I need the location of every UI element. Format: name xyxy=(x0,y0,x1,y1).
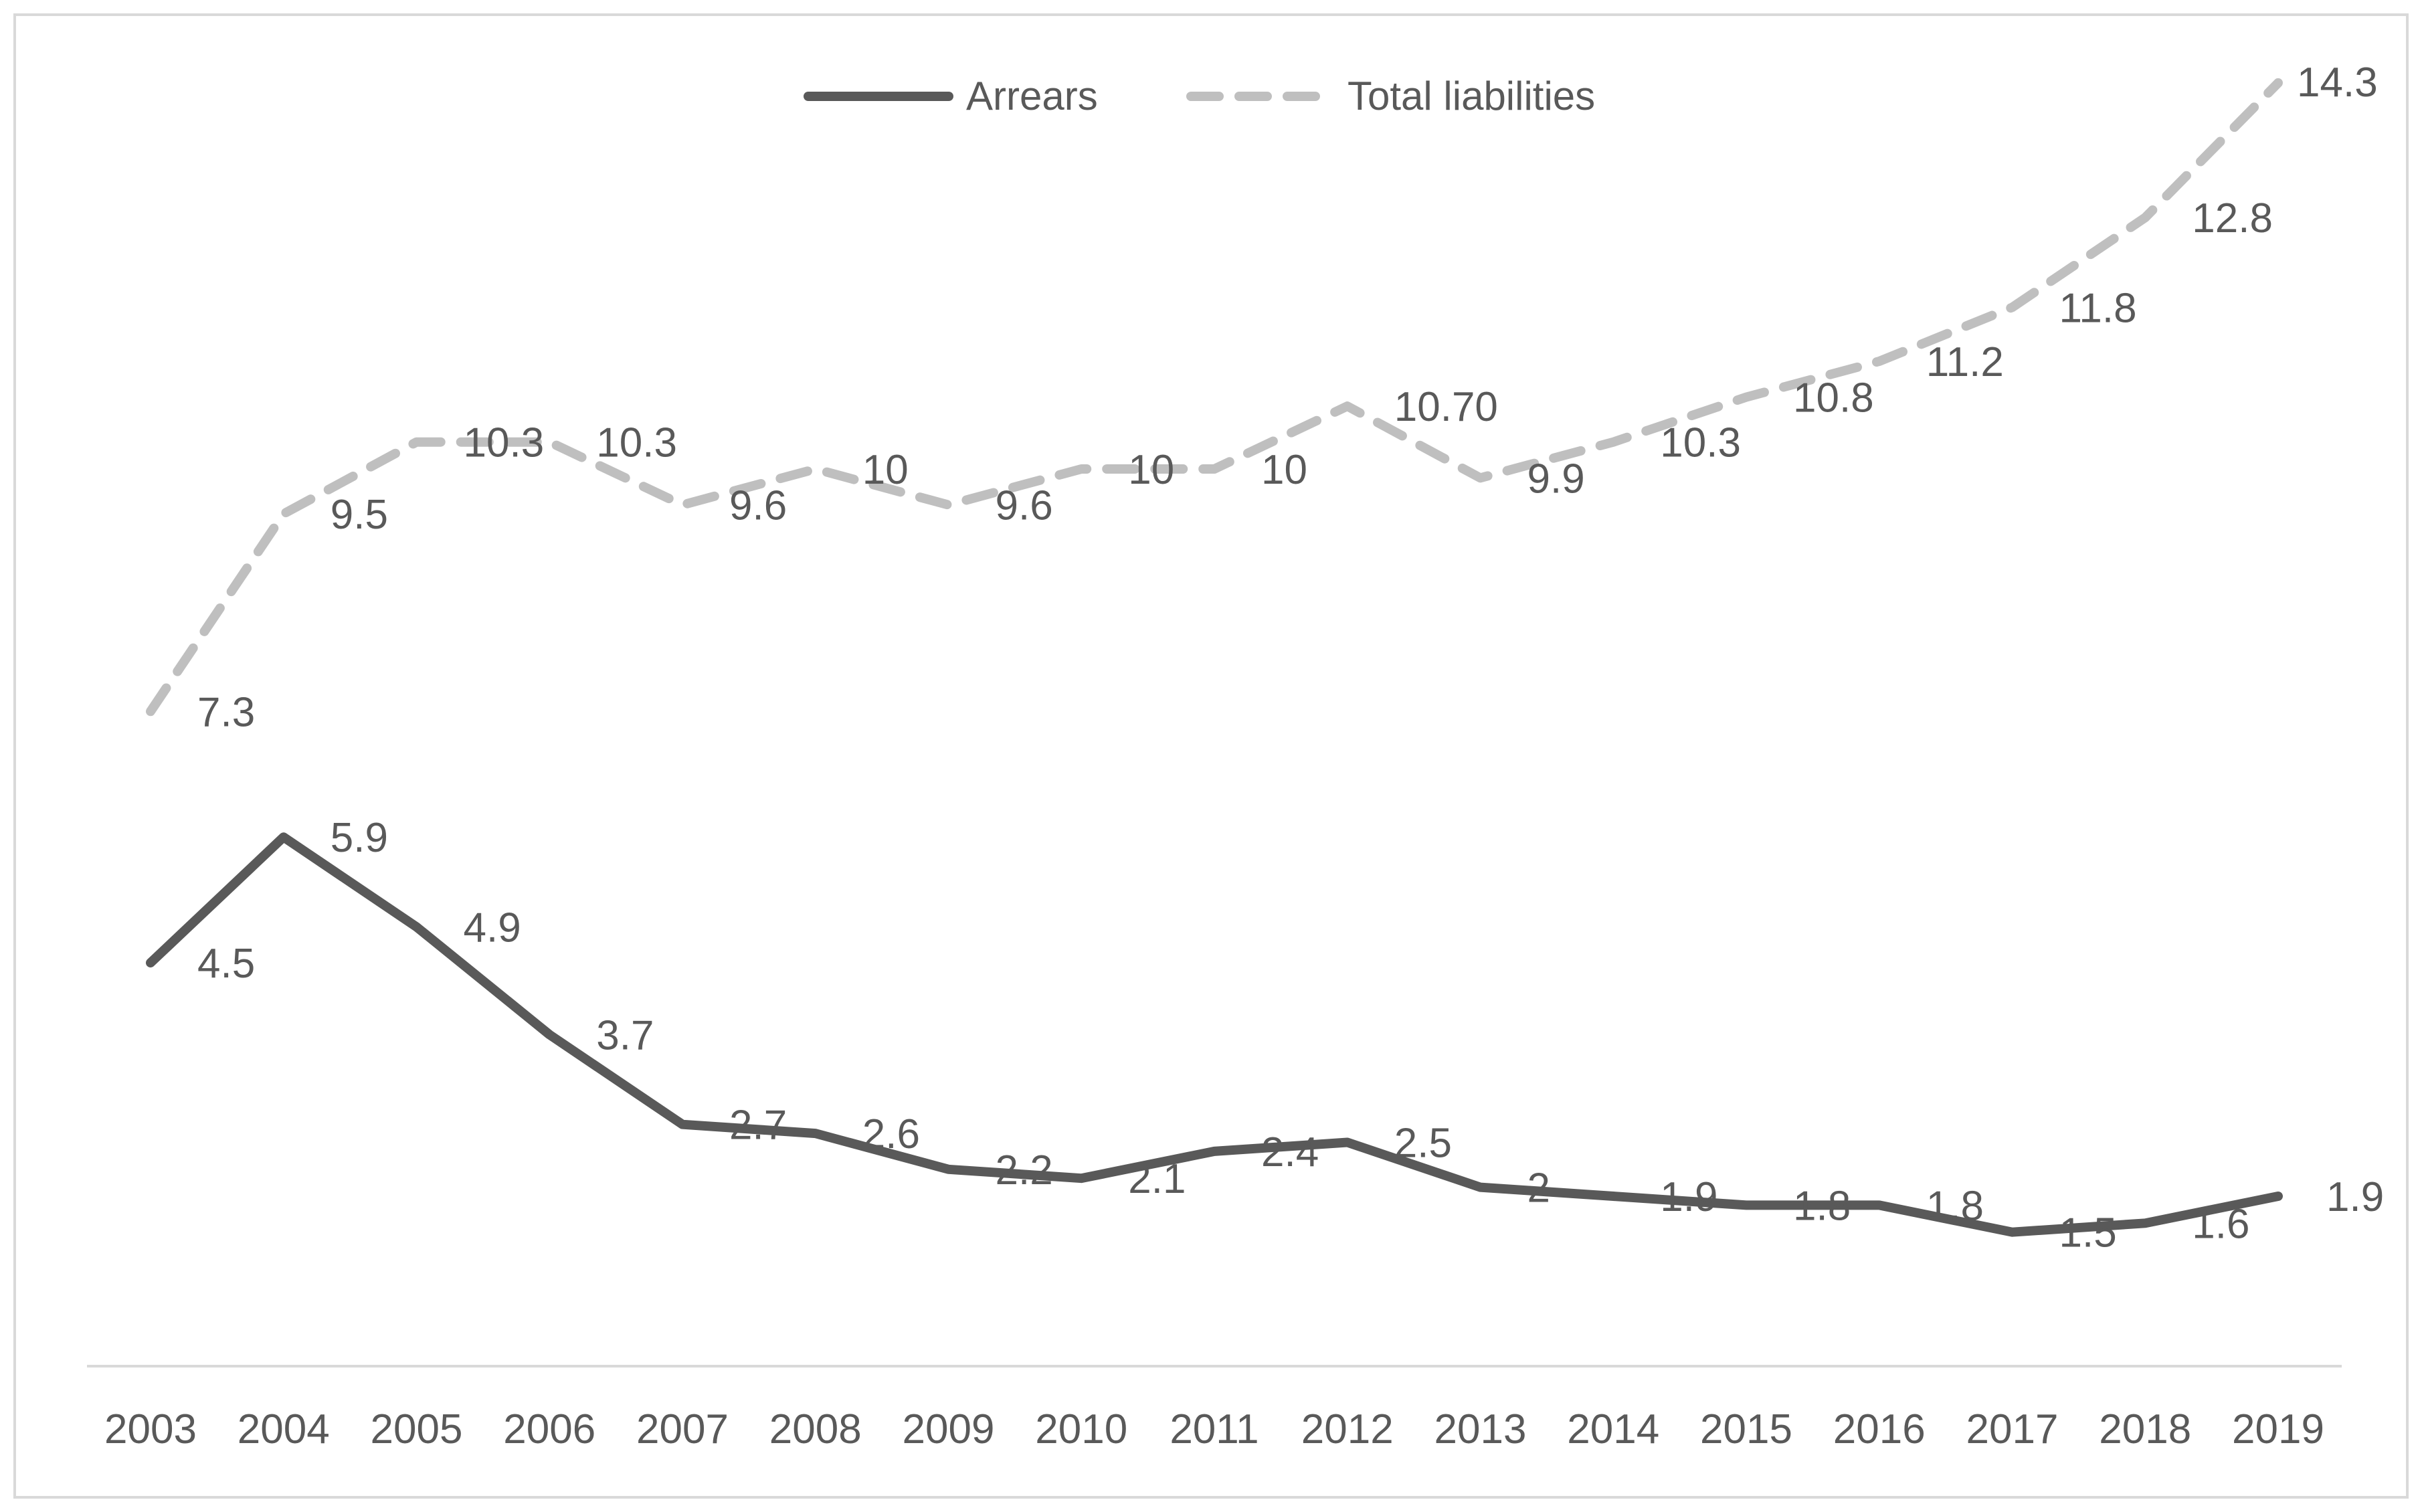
data-label-arrears-2019: 1.9 xyxy=(2326,1174,2384,1220)
data-point-total-liabilities-2015 xyxy=(1742,393,1751,402)
x-tick-label-2005: 2005 xyxy=(371,1406,463,1452)
data-label-total-liabilities-2007: 9.6 xyxy=(729,483,787,529)
data-label-arrears-2009: 2.2 xyxy=(996,1147,1053,1194)
data-label-total-liabilities-2015: 10.8 xyxy=(1793,375,1874,421)
series-line-total-liabilities xyxy=(146,78,2283,717)
data-label-total-liabilities-2016: 11.2 xyxy=(1926,339,2004,385)
data-point-total-liabilities-2011 xyxy=(1210,464,1219,474)
data-label-arrears-2008: 2.6 xyxy=(862,1111,920,1157)
data-label-arrears-2011: 2.4 xyxy=(1261,1129,1319,1175)
data-label-arrears-2007: 2.7 xyxy=(729,1103,787,1149)
data-label-total-liabilities-2011: 10 xyxy=(1261,447,1307,493)
data-label-arrears-2012: 2.5 xyxy=(1394,1121,1452,1167)
legend-label-total-liabilities: Total liabilities xyxy=(1347,74,1595,118)
data-point-arrears-2005 xyxy=(412,922,422,931)
data-point-arrears-2004 xyxy=(279,832,288,842)
data-point-arrears-2009 xyxy=(944,1165,953,1174)
data-point-total-liabilities-2016 xyxy=(1875,357,1884,366)
data-point-arrears-2018 xyxy=(2140,1218,2150,1228)
data-label-total-liabilities-2004: 9.5 xyxy=(331,492,388,538)
data-point-arrears-2012 xyxy=(1343,1138,1352,1147)
data-label-arrears-2014: 1.9 xyxy=(1660,1174,1717,1220)
data-label-total-liabilities-2017: 11.8 xyxy=(2059,285,2137,331)
x-tick-label-2018: 2018 xyxy=(2099,1406,2191,1452)
data-point-arrears-2015 xyxy=(1742,1200,1751,1210)
data-label-arrears-2010: 2.1 xyxy=(1128,1156,1186,1202)
x-tick-label-2009: 2009 xyxy=(903,1406,995,1452)
data-label-total-liabilities-2010: 10 xyxy=(1128,447,1174,493)
x-tick-label-2003: 2003 xyxy=(104,1406,197,1452)
data-label-total-liabilities-2006: 10.3 xyxy=(596,420,677,466)
data-point-arrears-2016 xyxy=(1875,1200,1884,1210)
data-point-total-liabilities-2006 xyxy=(545,438,554,447)
data-label-arrears-2015: 1.8 xyxy=(1793,1183,1851,1229)
data-point-arrears-2006 xyxy=(545,1030,554,1039)
x-tick-label-2015: 2015 xyxy=(1700,1406,1792,1452)
data-point-total-liabilities-2009 xyxy=(944,500,953,510)
data-point-arrears-2014 xyxy=(1608,1192,1618,1201)
data-labels: 4.5 5.9 4.9 3.7 2.7 2.6 2.2 2.1 2.4 2.5 2 1.9 1.8 1.8… xyxy=(197,60,2384,1256)
data-label-total-liabilities-2008: 10 xyxy=(862,447,909,493)
data-label-arrears-2016: 1.8 xyxy=(1926,1183,1984,1229)
series-lines xyxy=(146,78,2283,1237)
data-point-arrears-2019 xyxy=(2273,1192,2283,1201)
series-line-arrears xyxy=(146,832,2283,1237)
data-point-total-liabilities-2005 xyxy=(412,438,422,447)
data-point-arrears-2007 xyxy=(678,1120,687,1129)
chart-border xyxy=(13,13,2409,1499)
x-tick-label-2017: 2017 xyxy=(1966,1406,2059,1452)
x-axis-tick-labels: 2003 2004 2005 2006 2007 2008 2009 2010 2011 2012… xyxy=(104,1406,2324,1452)
x-tick-label-2007: 2007 xyxy=(636,1406,729,1452)
x-tick-label-2019: 2019 xyxy=(2232,1406,2324,1452)
x-tick-label-2008: 2008 xyxy=(769,1406,862,1452)
data-point-arrears-2017 xyxy=(2008,1228,2017,1237)
data-label-total-liabilities-2012: 10.70 xyxy=(1394,384,1498,430)
x-tick-label-2013: 2013 xyxy=(1434,1406,1527,1452)
data-label-arrears-2013: 2 xyxy=(1527,1165,1550,1212)
data-point-total-liabilities-2013 xyxy=(1476,473,1485,482)
data-label-total-liabilities-2014: 10.3 xyxy=(1660,420,1741,466)
data-label-total-liabilities-2009: 9.6 xyxy=(996,483,1053,529)
x-tick-label-2016: 2016 xyxy=(1833,1406,1926,1452)
data-label-arrears-2003: 4.5 xyxy=(197,941,255,987)
x-tick-label-2006: 2006 xyxy=(503,1406,595,1452)
data-label-arrears-2004: 5.9 xyxy=(331,815,388,861)
data-point-arrears-2013 xyxy=(1476,1183,1485,1192)
data-point-arrears-2010 xyxy=(1077,1173,1086,1183)
data-label-total-liabilities-2018: 12.8 xyxy=(2192,195,2273,242)
data-point-total-liabilities-2004 xyxy=(279,509,288,518)
legend: Arrears Total liabilities xyxy=(804,74,1595,118)
x-tick-label-2010: 2010 xyxy=(1035,1406,1127,1452)
x-tick-label-2014: 2014 xyxy=(1567,1406,1659,1452)
data-point-total-liabilities-2014 xyxy=(1608,438,1618,447)
data-label-arrears-2018: 1.6 xyxy=(2192,1201,2249,1247)
data-point-total-liabilities-2018 xyxy=(2140,213,2150,222)
data-point-total-liabilities-2010 xyxy=(1077,464,1086,474)
x-tick-label-2012: 2012 xyxy=(1301,1406,1394,1452)
data-point-total-liabilities-2019 xyxy=(2273,78,2283,88)
data-label-total-liabilities-2013: 9.9 xyxy=(1527,456,1585,502)
data-point-arrears-2011 xyxy=(1210,1147,1219,1156)
data-label-total-liabilities-2019: 14.3 xyxy=(2297,60,2378,106)
x-tick-label-2011: 2011 xyxy=(1170,1406,1259,1452)
data-point-total-liabilities-2017 xyxy=(2008,302,2017,312)
data-point-total-liabilities-2008 xyxy=(811,464,820,474)
data-label-total-liabilities-2005: 10.3 xyxy=(464,420,545,466)
data-point-arrears-2008 xyxy=(811,1129,820,1138)
data-point-arrears-2003 xyxy=(146,958,155,967)
data-label-arrears-2005: 4.9 xyxy=(464,905,521,951)
x-tick-label-2004: 2004 xyxy=(238,1406,330,1452)
data-label-arrears-2006: 3.7 xyxy=(596,1012,654,1058)
legend-label-arrears: Arrears xyxy=(966,74,1098,118)
data-point-total-liabilities-2003 xyxy=(146,706,155,716)
data-point-total-liabilities-2012 xyxy=(1343,401,1352,411)
data-label-arrears-2017: 1.5 xyxy=(2059,1210,2117,1256)
data-label-total-liabilities-2003: 7.3 xyxy=(197,689,255,735)
data-point-total-liabilities-2007 xyxy=(678,500,687,510)
